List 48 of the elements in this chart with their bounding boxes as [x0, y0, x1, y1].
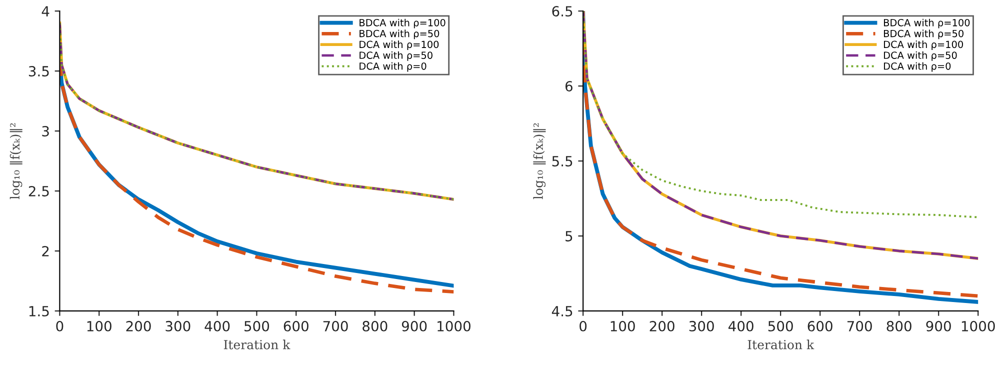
legend-label: DCA with ρ=100	[884, 40, 963, 50]
legend-label: BDCA with ρ=50	[884, 30, 964, 40]
line-series	[583, 11, 978, 218]
x-tick-label: 100	[87, 320, 112, 332]
y-tick-label: 5.5	[552, 156, 572, 166]
y-tick-label: 6	[565, 80, 572, 92]
x-tick-label: 600	[284, 320, 308, 332]
legend-label: BDCA with ρ=50	[360, 30, 440, 40]
x-tick-label: 400	[728, 320, 754, 332]
legend-label: DCA with ρ=100	[360, 40, 439, 50]
x-tick-label: 200	[650, 320, 674, 332]
x-tick-label: 300	[166, 320, 190, 332]
y-tick-label: 5	[566, 231, 572, 242]
x-tick-label: 200	[126, 320, 151, 332]
x-tick-label: 500	[244, 320, 270, 332]
x-tick-label: 300	[689, 320, 714, 332]
x-tick-label: 800	[362, 320, 388, 332]
legend-label: BDCA with ρ=100	[360, 18, 446, 28]
y-tick-label: 4	[42, 6, 50, 16]
x-tick-label: 1000	[962, 320, 995, 332]
x-tick-label: 900	[402, 320, 427, 332]
legend-label: DCA with ρ=0	[884, 62, 951, 72]
y-tick-label: 2.5	[28, 186, 49, 196]
legend-label: BDCA with ρ=100	[884, 18, 970, 28]
x-tick-label: 600	[808, 320, 832, 332]
y-tick-label: 4.5	[552, 306, 572, 316]
x-tick-label: 700	[847, 320, 872, 332]
legend-label: DCA with ρ=50	[884, 51, 957, 61]
x-tick-label: 0	[580, 320, 587, 332]
y-tick-label: 6.5	[552, 6, 572, 17]
x-tick-label: 900	[926, 320, 951, 332]
legend-label: DCA with ρ=50	[360, 51, 432, 61]
x-tick-label: 500	[768, 320, 793, 332]
x-axis-title: Iteration k	[224, 340, 290, 350]
y-tick-label: 1.5	[29, 306, 49, 316]
y-axis-title: log₁₀ ‖f(xₖ)‖²	[10, 123, 22, 200]
x-tick-label: 800	[886, 320, 912, 332]
x-tick-label: 400	[204, 320, 230, 332]
legend-label: DCA with ρ=0	[360, 62, 426, 72]
x-axis-title: Iteration k	[748, 340, 814, 350]
x-tick-label: 0	[56, 320, 64, 332]
x-tick-label: 1000	[438, 320, 470, 332]
x-tick-label: 700	[323, 320, 348, 332]
y-axis-title: log₁₀ ‖f(xₖ)‖²	[533, 123, 546, 200]
y-tick-label: 2	[42, 246, 49, 256]
x-tick-label: 100	[610, 320, 635, 332]
y-tick-label: 3	[42, 126, 49, 136]
y-tick-label: 3.5	[28, 66, 49, 76]
